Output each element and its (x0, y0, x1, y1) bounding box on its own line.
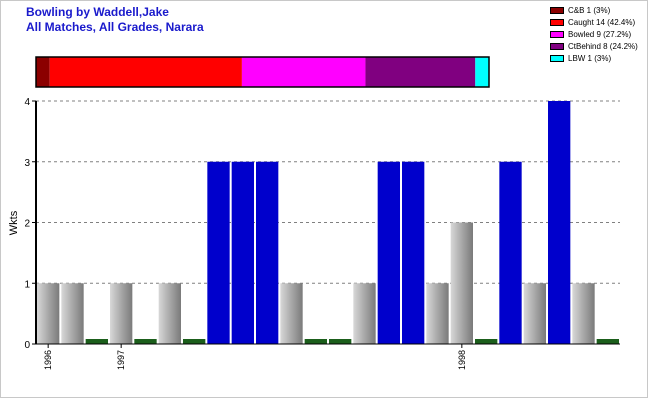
bar-13 (353, 283, 376, 344)
legend-label-caught: Caught 14 (42.4%) (568, 18, 636, 27)
bar-14 (377, 161, 400, 344)
bar-4 (134, 339, 157, 344)
legend-label-lbw: LBW 1 (3%) (568, 54, 612, 63)
legend-item-caught: Caught 14 (42.4%) (550, 17, 638, 28)
dismissal-segment-1 (49, 57, 242, 87)
legend-label-cnb: C&B 1 (3%) (568, 6, 611, 15)
legend-label-bowled: Bowled 9 (27.2%) (568, 30, 632, 39)
legend-label-ctbehind: CtBehind 8 (24.2%) (568, 42, 638, 51)
dismissal-segment-2 (241, 57, 366, 87)
bar-19 (499, 161, 522, 344)
legend-swatch-ctbehind (550, 43, 564, 50)
bar-1 (61, 283, 84, 344)
legend-item-bowled: Bowled 9 (27.2%) (550, 29, 638, 40)
x-tick-label-1: 1997 (116, 350, 126, 370)
bar-18 (475, 339, 498, 344)
bar-23 (596, 339, 619, 344)
bar-0 (37, 283, 60, 344)
x-tick-label-2: 1998 (457, 350, 467, 370)
legend-swatch-cnb (550, 7, 564, 14)
bar-20 (523, 283, 546, 344)
legend-item-lbw: LBW 1 (3%) (550, 53, 638, 64)
legend-swatch-lbw (550, 55, 564, 62)
bar-9 (256, 161, 279, 344)
dismissal-segment-4 (475, 57, 489, 87)
legend-item-cnb: C&B 1 (3%) (550, 5, 638, 16)
bar-21 (548, 101, 571, 344)
bar-15 (402, 161, 425, 344)
legend: C&B 1 (3%) Caught 14 (42.4%) Bowled 9 (2… (550, 5, 638, 65)
legend-swatch-bowled (550, 31, 564, 38)
bar-5 (158, 283, 181, 344)
bar-22 (572, 283, 595, 344)
bar-10 (280, 283, 303, 344)
bar-12 (329, 339, 352, 344)
bar-2 (85, 339, 108, 344)
y-tick-label-2: 2 (24, 219, 30, 230)
axes: 0 1 2 3 4 1996 1997 1998 (24, 97, 620, 370)
bar-11 (304, 339, 327, 344)
y-tick-label-3: 3 (24, 158, 30, 169)
chart-title: Bowling by Waddell,Jake (26, 5, 169, 19)
x-tick-label-0: 1996 (43, 350, 53, 370)
bar-8 (231, 161, 254, 344)
bar-17 (450, 222, 473, 344)
bar-3 (110, 283, 133, 344)
bar-16 (426, 283, 449, 344)
y-axis-label: Wkts (8, 210, 20, 235)
dismissal-segment-0 (36, 57, 50, 87)
bar-7 (207, 161, 230, 344)
grid-lines (36, 100, 620, 284)
legend-swatch-caught (550, 19, 564, 26)
chart-subtitle: All Matches, All Grades, Narara (26, 20, 204, 34)
y-tick-label-1: 1 (24, 279, 30, 290)
bar-series (37, 101, 619, 344)
y-tick-label-0: 0 (24, 340, 30, 351)
dismissal-bar-outline (35, 56, 490, 88)
dismissal-stacked-bar (35, 56, 490, 88)
legend-item-ctbehind: CtBehind 8 (24.2%) (550, 41, 638, 52)
dismissal-segment-3 (365, 57, 476, 87)
y-tick-label-4: 4 (24, 97, 30, 108)
bar-6 (183, 339, 206, 344)
